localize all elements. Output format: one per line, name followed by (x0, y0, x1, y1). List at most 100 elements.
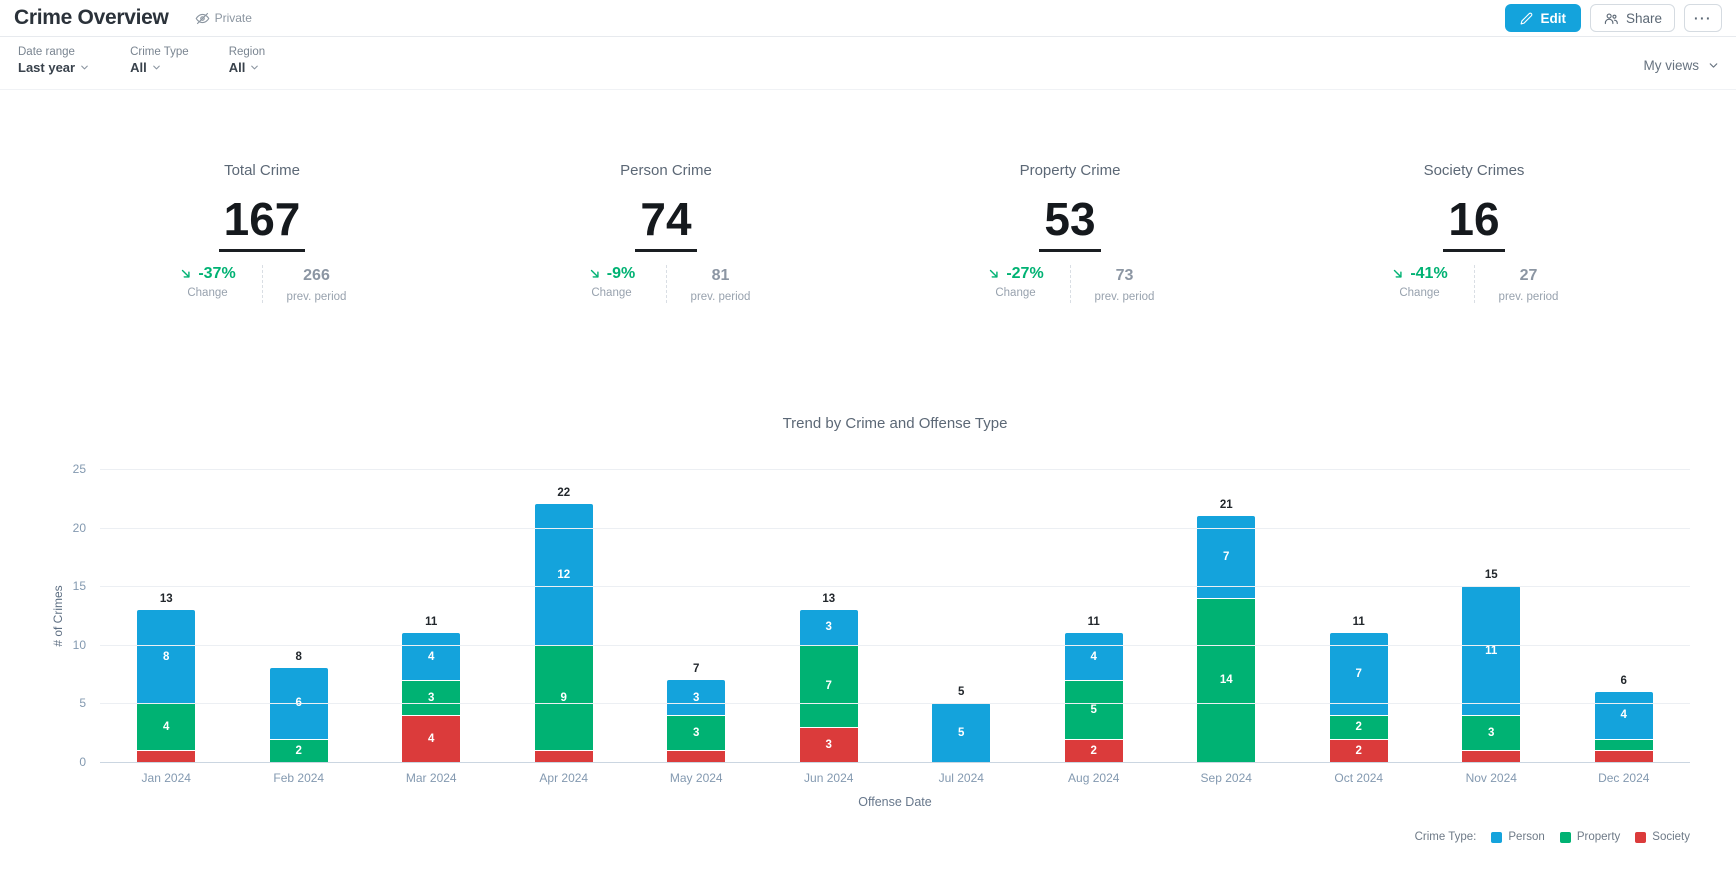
stacked-bar[interactable]: 62 (269, 668, 328, 762)
bar-segment-property[interactable]: 14 (1197, 597, 1256, 762)
filter-region[interactable]: Region All (229, 46, 265, 75)
bar-segment-person[interactable]: 5 (932, 703, 991, 762)
legend-item-property[interactable]: Property (1559, 831, 1620, 843)
bar-group: 8 62 Feb 2024 (233, 470, 366, 785)
filter-bar: Date range Last year Crime Type All Regi… (0, 37, 1736, 90)
bar-segment-person[interactable]: 3 (799, 609, 858, 645)
bar-segment-property[interactable]: 9 (534, 644, 593, 751)
divider (665, 265, 667, 303)
bar-segment-society[interactable]: 4 (402, 715, 461, 762)
bar-segment-person[interactable]: 7 (1197, 515, 1256, 598)
bar-segment-person[interactable]: 12 (534, 504, 593, 645)
bar-segment-person[interactable]: 11 (1462, 586, 1521, 716)
bar-segment-person[interactable]: 3 (667, 679, 726, 716)
privacy-label: Private (214, 11, 252, 25)
people-icon (1603, 11, 1619, 26)
bar-segment-property[interactable]: 7 (799, 644, 858, 727)
bar-segment-society[interactable] (137, 750, 196, 762)
arrow-down-right-icon (987, 267, 1001, 281)
share-button[interactable]: Share (1589, 4, 1675, 32)
bar-segment-property[interactable]: 3 (402, 679, 461, 716)
arrow-down-right-icon (1391, 267, 1405, 281)
x-axis-title: Offense Date (858, 795, 932, 809)
bar-segment-property[interactable]: 3 (667, 715, 726, 751)
bar-segment-person[interactable]: 7 (1329, 633, 1388, 716)
bar-group: 13 3 7 3 Jun 2024 (763, 470, 896, 785)
gridline (100, 586, 1690, 588)
bar-segment-property[interactable] (1594, 738, 1653, 751)
bar-segment-person[interactable]: 4 (1064, 633, 1123, 680)
bar-segment-society[interactable] (667, 750, 726, 762)
app-header: Crime Overview Private Edit (0, 0, 1736, 37)
bar-group: 11 4 3 4 Mar 2024 (365, 470, 498, 785)
y-tick-label: 0 (79, 755, 86, 769)
x-tick-label: Jan 2024 (141, 771, 191, 785)
gridline (100, 527, 1690, 529)
x-tick-label: Feb 2024 (273, 771, 325, 785)
bar-segment-society[interactable]: 3 (799, 726, 858, 762)
bar-segment-property[interactable]: 5 (1064, 679, 1123, 739)
bar-segment-property[interactable]: 3 (1462, 715, 1521, 751)
bar-segment-society[interactable] (1594, 750, 1653, 762)
arrow-down-right-icon (588, 267, 602, 281)
kpi-card-society-crimes: Society Crimes 16 -41% Change 27 prev. p… (1272, 162, 1676, 303)
chart-legend: Crime Type: Person Property Society (0, 831, 1690, 843)
bar-segment-society[interactable] (534, 750, 593, 762)
kpi-change-value: -9% (606, 265, 636, 282)
kpi-change-label: Change (591, 287, 632, 299)
filter-label: Crime Type (130, 46, 189, 58)
legend-label: Society (1652, 831, 1690, 843)
kpi-title: Property Crime (1019, 162, 1121, 179)
kpi-prev-label: prev. period (690, 291, 751, 303)
bar-segment-property[interactable]: 2 (1329, 715, 1388, 739)
privacy-badge: Private (195, 11, 252, 26)
kpi-change-label: Change (995, 287, 1036, 299)
x-tick-label: Oct 2024 (1334, 771, 1384, 785)
bar-segment-society[interactable]: 2 (1064, 738, 1123, 762)
bar-segment-society[interactable]: 2 (1329, 738, 1388, 762)
bar-segment-property[interactable]: 4 (137, 703, 196, 751)
bar-total-label: 21 (1219, 498, 1233, 511)
stacked-bar[interactable]: 12 9 (534, 504, 593, 762)
y-tick-label: 25 (72, 462, 86, 476)
bar-total-label: 22 (557, 487, 571, 500)
bar-segment-society[interactable] (1462, 750, 1521, 762)
bar-segment-person[interactable]: 4 (1594, 691, 1653, 739)
filter-label: Date range (18, 46, 75, 58)
stacked-bar[interactable]: 7 14 (1197, 515, 1256, 762)
filter-date-range[interactable]: Date range Last year (18, 46, 90, 75)
more-options-button[interactable]: ··· (1684, 4, 1722, 32)
kpi-value: 16 (1443, 196, 1505, 252)
property-swatch (1559, 831, 1571, 843)
kpi-title: Person Crime (620, 162, 712, 179)
bar-total-label: 8 (295, 651, 302, 664)
my-views-dropdown[interactable]: My views (1643, 58, 1720, 73)
stacked-bar[interactable]: 4 (1594, 691, 1653, 762)
bar-segment-property[interactable]: 2 (269, 738, 328, 762)
legend-item-person[interactable]: Person (1491, 831, 1545, 843)
edit-button[interactable]: Edit (1505, 4, 1581, 32)
y-tick-label: 15 (72, 579, 86, 594)
bar-segment-person[interactable]: 8 (137, 609, 196, 704)
kpi-prev-value: 73 (1115, 267, 1134, 284)
filter-value: All (228, 60, 246, 75)
gridline (100, 644, 1690, 646)
society-swatch (1635, 831, 1647, 843)
bar-group: 13 8 4 Jan 2024 (100, 470, 233, 785)
bar-segment-person[interactable]: 4 (402, 633, 461, 680)
legend-label: Person (1508, 831, 1545, 843)
filter-crime-type[interactable]: Crime Type All (130, 46, 189, 75)
legend-item-society[interactable]: Society (1635, 831, 1690, 843)
stacked-bar[interactable]: 5 (932, 703, 991, 762)
kpi-prev-value: 81 (711, 267, 730, 284)
stacked-bar[interactable]: 11 3 (1462, 586, 1521, 762)
bar-total-label: 7 (693, 662, 700, 675)
bar-total-label: 11 (1087, 616, 1100, 629)
